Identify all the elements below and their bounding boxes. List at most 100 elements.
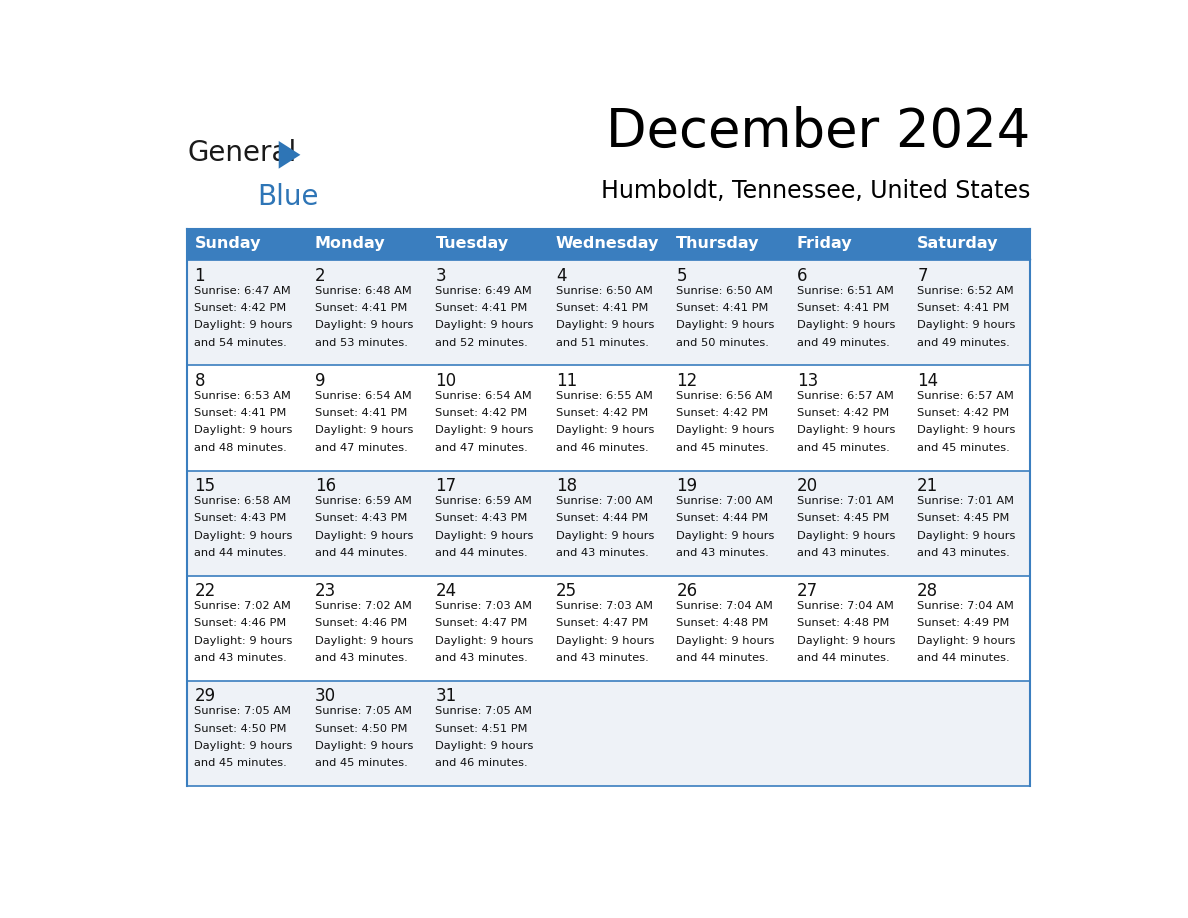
Text: Sunrise: 6:51 AM: Sunrise: 6:51 AM <box>797 285 893 296</box>
Text: Daylight: 9 hours: Daylight: 9 hours <box>195 425 293 435</box>
Text: 1: 1 <box>195 266 206 285</box>
Text: 28: 28 <box>917 582 939 600</box>
Text: 7: 7 <box>917 266 928 285</box>
Text: 13: 13 <box>797 372 819 390</box>
Bar <box>910 365 1030 471</box>
Text: and 49 minutes.: and 49 minutes. <box>917 338 1010 348</box>
Bar <box>790 576 910 681</box>
Text: and 43 minutes.: and 43 minutes. <box>676 548 769 558</box>
Text: Daylight: 9 hours: Daylight: 9 hours <box>797 320 895 330</box>
Text: Sunset: 4:43 PM: Sunset: 4:43 PM <box>315 513 407 523</box>
Text: Sunset: 4:42 PM: Sunset: 4:42 PM <box>556 409 649 418</box>
Text: 15: 15 <box>195 477 215 495</box>
Bar <box>669 229 790 259</box>
Bar <box>549 471 669 576</box>
Bar <box>188 261 308 365</box>
Text: Daylight: 9 hours: Daylight: 9 hours <box>435 320 533 330</box>
Text: Sunset: 4:44 PM: Sunset: 4:44 PM <box>556 513 649 523</box>
Text: 25: 25 <box>556 582 577 600</box>
Text: Daylight: 9 hours: Daylight: 9 hours <box>315 531 413 541</box>
Text: Sunrise: 6:52 AM: Sunrise: 6:52 AM <box>917 285 1015 296</box>
Text: Sunset: 4:43 PM: Sunset: 4:43 PM <box>435 513 527 523</box>
Text: 6: 6 <box>797 266 808 285</box>
Bar <box>790 365 910 471</box>
Text: and 43 minutes.: and 43 minutes. <box>195 654 287 663</box>
Bar <box>549 261 669 365</box>
Text: Sunset: 4:41 PM: Sunset: 4:41 PM <box>435 303 527 313</box>
Bar <box>910 576 1030 681</box>
Text: and 45 minutes.: and 45 minutes. <box>797 442 890 453</box>
Text: 30: 30 <box>315 688 336 705</box>
Text: Sunrise: 6:57 AM: Sunrise: 6:57 AM <box>797 391 893 401</box>
Text: Sunrise: 7:03 AM: Sunrise: 7:03 AM <box>435 601 532 611</box>
Text: Sunrise: 7:01 AM: Sunrise: 7:01 AM <box>917 496 1015 506</box>
Text: Sunset: 4:41 PM: Sunset: 4:41 PM <box>917 303 1010 313</box>
Text: Sunrise: 6:54 AM: Sunrise: 6:54 AM <box>315 391 412 401</box>
Text: and 50 minutes.: and 50 minutes. <box>676 338 769 348</box>
Text: 31: 31 <box>435 688 456 705</box>
Text: Friday: Friday <box>797 236 852 252</box>
Text: 5: 5 <box>676 266 687 285</box>
Text: Sunrise: 7:05 AM: Sunrise: 7:05 AM <box>315 706 412 716</box>
Text: Sunset: 4:48 PM: Sunset: 4:48 PM <box>676 619 769 629</box>
Text: and 43 minutes.: and 43 minutes. <box>315 654 407 663</box>
Text: Sunrise: 7:02 AM: Sunrise: 7:02 AM <box>315 601 412 611</box>
Text: Daylight: 9 hours: Daylight: 9 hours <box>195 636 293 645</box>
Text: Daylight: 9 hours: Daylight: 9 hours <box>917 636 1016 645</box>
Text: Sunset: 4:51 PM: Sunset: 4:51 PM <box>435 723 527 733</box>
Text: Daylight: 9 hours: Daylight: 9 hours <box>315 636 413 645</box>
Text: Daylight: 9 hours: Daylight: 9 hours <box>676 320 775 330</box>
Text: Sunset: 4:46 PM: Sunset: 4:46 PM <box>315 619 407 629</box>
Text: Sunset: 4:47 PM: Sunset: 4:47 PM <box>556 619 649 629</box>
Text: and 48 minutes.: and 48 minutes. <box>195 442 287 453</box>
Text: and 46 minutes.: and 46 minutes. <box>435 758 527 768</box>
Bar <box>308 261 428 365</box>
Text: Sunrise: 6:58 AM: Sunrise: 6:58 AM <box>195 496 291 506</box>
Polygon shape <box>279 141 301 169</box>
Text: Sunrise: 7:05 AM: Sunrise: 7:05 AM <box>195 706 291 716</box>
Text: Sunrise: 7:00 AM: Sunrise: 7:00 AM <box>556 496 653 506</box>
Text: 17: 17 <box>435 477 456 495</box>
Text: 20: 20 <box>797 477 817 495</box>
Text: and 43 minutes.: and 43 minutes. <box>435 654 529 663</box>
Text: Daylight: 9 hours: Daylight: 9 hours <box>195 741 293 751</box>
Text: Sunrise: 7:02 AM: Sunrise: 7:02 AM <box>195 601 291 611</box>
Bar <box>308 365 428 471</box>
Text: and 44 minutes.: and 44 minutes. <box>315 548 407 558</box>
Text: and 43 minutes.: and 43 minutes. <box>917 548 1010 558</box>
Text: and 54 minutes.: and 54 minutes. <box>195 338 287 348</box>
Bar <box>910 471 1030 576</box>
Text: Sunday: Sunday <box>195 236 261 252</box>
Text: Wednesday: Wednesday <box>556 236 659 252</box>
Bar <box>188 576 308 681</box>
Text: and 47 minutes.: and 47 minutes. <box>435 442 529 453</box>
Bar <box>188 471 308 576</box>
Bar <box>910 229 1030 259</box>
Text: 2: 2 <box>315 266 326 285</box>
Text: General: General <box>188 140 297 167</box>
Text: Sunrise: 6:55 AM: Sunrise: 6:55 AM <box>556 391 652 401</box>
Bar <box>428 365 549 471</box>
Text: Daylight: 9 hours: Daylight: 9 hours <box>917 320 1016 330</box>
Bar <box>669 261 790 365</box>
Text: Sunset: 4:45 PM: Sunset: 4:45 PM <box>917 513 1010 523</box>
Text: Sunset: 4:42 PM: Sunset: 4:42 PM <box>797 409 889 418</box>
Text: Humboldt, Tennessee, United States: Humboldt, Tennessee, United States <box>601 179 1030 203</box>
Bar <box>188 681 308 786</box>
Bar <box>669 576 790 681</box>
Text: Sunset: 4:41 PM: Sunset: 4:41 PM <box>315 409 407 418</box>
Bar <box>669 365 790 471</box>
Text: 11: 11 <box>556 372 577 390</box>
Text: Sunrise: 7:05 AM: Sunrise: 7:05 AM <box>435 706 532 716</box>
Text: 16: 16 <box>315 477 336 495</box>
Text: and 45 minutes.: and 45 minutes. <box>195 758 287 768</box>
Text: Daylight: 9 hours: Daylight: 9 hours <box>797 636 895 645</box>
Bar <box>549 681 669 786</box>
Text: 9: 9 <box>315 372 326 390</box>
Bar <box>549 576 669 681</box>
Text: Sunset: 4:49 PM: Sunset: 4:49 PM <box>917 619 1010 629</box>
Text: Sunrise: 7:00 AM: Sunrise: 7:00 AM <box>676 496 773 506</box>
Text: 29: 29 <box>195 688 215 705</box>
Text: and 44 minutes.: and 44 minutes. <box>435 548 527 558</box>
Text: 26: 26 <box>676 582 697 600</box>
